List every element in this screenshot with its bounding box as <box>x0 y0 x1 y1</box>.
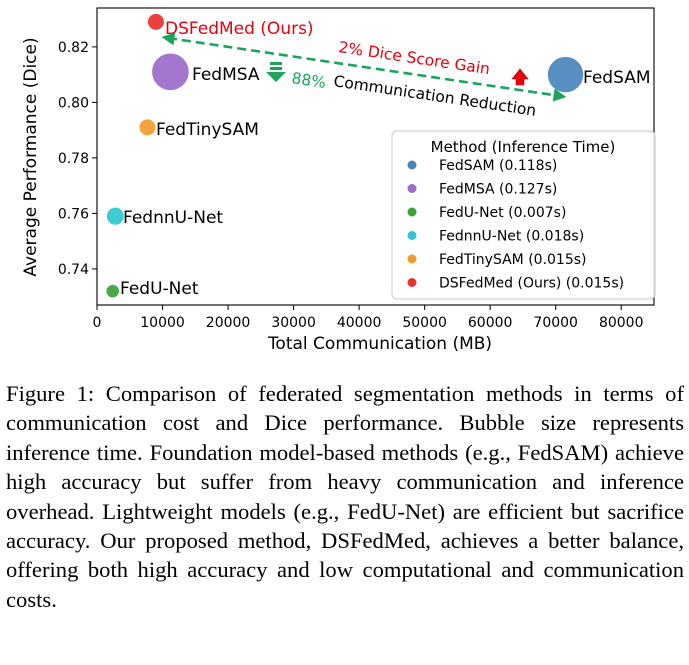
y-tick-label: 0.76 <box>58 206 89 222</box>
bubble-fedmsa <box>151 52 190 91</box>
y-axis: 0.74 0.76 0.78 0.80 0.82 <box>58 40 97 278</box>
y-tick-label: 0.74 <box>58 262 89 278</box>
x-tick-label: 50000 <box>402 315 447 331</box>
arrow-down-icon <box>266 62 286 82</box>
legend: Method (Inference Time) FedSAM (0.118s) F… <box>391 130 656 300</box>
legend-box <box>391 130 656 300</box>
legend-entry: FednnU-Net (0.018s) <box>439 229 584 245</box>
x-axis: 0 10000 20000 30000 40000 50000 60000 70000 8000… <box>93 305 644 331</box>
label-dsfedmed: DSFedMed (Ours) <box>165 19 314 39</box>
legend-entry: FedSAM (0.118s) <box>439 158 557 174</box>
bubble-fedsam <box>547 56 585 94</box>
legend-marker <box>407 231 417 240</box>
legend-entry: DSFedMed (Ours) (0.015s) <box>439 276 624 292</box>
legend-entry: FedMSA (0.127s) <box>439 182 557 198</box>
y-tick-label: 0.82 <box>58 40 89 56</box>
dice-gain-annotation: 2% Dice Score Gain <box>337 38 491 78</box>
x-tick-label: 10000 <box>140 315 185 331</box>
label-fedmsa: FedMSA <box>192 65 260 85</box>
label-fedunet: FedU-Net <box>120 279 199 299</box>
x-tick-label: 60000 <box>468 315 513 331</box>
bubble-dsfedmed <box>147 13 165 31</box>
comm-reduction-pct: 88% <box>290 69 327 92</box>
x-tick-label: 20000 <box>206 315 251 331</box>
y-tick-label: 0.78 <box>58 151 89 167</box>
arrow-up-icon <box>511 68 529 86</box>
figure-caption: Figure 1: Comparison of federated segmen… <box>6 381 684 612</box>
bubble-fednnunet <box>106 206 125 226</box>
x-tick-label: 80000 <box>599 315 644 331</box>
label-fedtinysam: FedTinySAM <box>156 120 259 140</box>
legend-marker <box>407 278 417 287</box>
legend-marker <box>407 254 417 264</box>
legend-entry: FedTinySAM (0.015s) <box>439 252 587 268</box>
x-axis-label: Total Communication (MB) <box>267 334 492 354</box>
bubble-fedunet <box>105 284 120 299</box>
y-tick-label: 0.80 <box>58 95 89 111</box>
label-fedsam: FedSAM <box>583 68 651 88</box>
y-axis-label: Average Performance (Dice) <box>21 37 41 276</box>
bubble-chart: 0 10000 20000 30000 40000 50000 60000 70000 8000… <box>21 7 656 354</box>
x-tick-label: 0 <box>93 315 102 331</box>
bubble-fedtinysam <box>138 118 157 137</box>
dice-gain-text: 2% Dice Score Gain <box>337 38 491 78</box>
x-tick-label: 30000 <box>271 315 316 331</box>
legend-marker <box>407 184 417 193</box>
legend-entry: FedU-Net (0.007s) <box>439 205 566 221</box>
legend-title: Method (Inference Time) <box>431 138 616 156</box>
label-fednnunet: FednnU-Net <box>123 208 223 228</box>
x-tick-label: 40000 <box>337 315 382 331</box>
comm-reduction-annotation: Communication Reduction <box>332 72 537 120</box>
x-tick-label: 70000 <box>533 315 578 331</box>
legend-marker <box>407 207 417 217</box>
comparison-arrow <box>161 32 567 102</box>
legend-marker <box>407 160 417 170</box>
